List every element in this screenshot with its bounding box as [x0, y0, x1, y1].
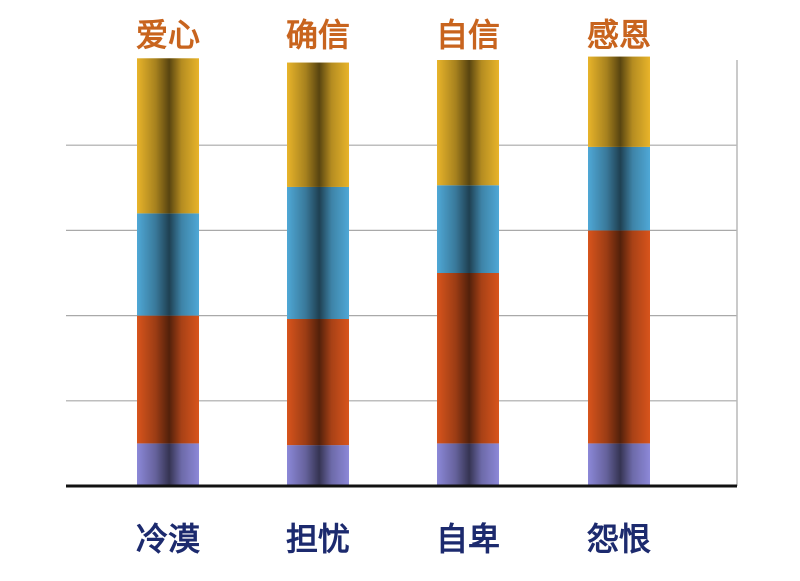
bar-segment-shading	[437, 443, 499, 486]
bars-group	[137, 56, 650, 486]
bar-segment-shading	[437, 273, 499, 444]
bar-segment-shading	[588, 443, 650, 486]
bar-segment-shading	[137, 315, 199, 444]
bar-segment-shading	[287, 319, 349, 446]
bar-segment-shading	[588, 56, 650, 147]
category-label: 自卑	[436, 520, 500, 558]
bar-segment-shading	[437, 60, 499, 186]
top-label: 感恩	[587, 16, 651, 54]
top-label: 爱心	[136, 16, 200, 54]
top-label: 自信	[436, 16, 500, 54]
bar-segment-shading	[437, 185, 499, 273]
top-label: 确信	[286, 16, 350, 54]
bar-segment-shading	[137, 58, 199, 214]
bar-segment-shading	[137, 213, 199, 316]
bar-segment-shading	[287, 186, 349, 320]
category-label: 怨恨	[587, 520, 651, 558]
category-label: 担忧	[286, 520, 350, 558]
bar-segment-shading	[588, 146, 650, 231]
bar-segment-shading	[287, 62, 349, 187]
category-label: 冷漠	[136, 520, 201, 558]
bar-segment-shading	[287, 445, 349, 486]
bar-segment-shading	[137, 443, 199, 486]
bar-segment-shading	[588, 230, 650, 444]
